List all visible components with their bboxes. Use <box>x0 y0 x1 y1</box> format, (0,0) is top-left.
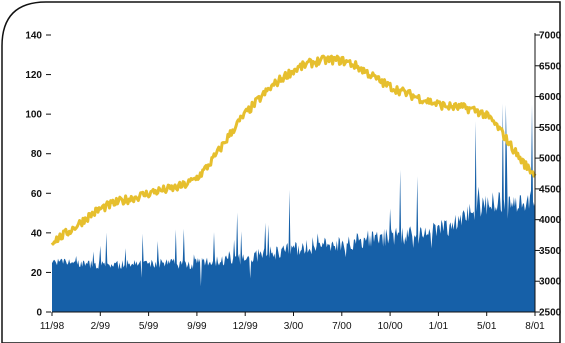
left-axis-tick-label: 80 <box>31 149 43 160</box>
right-axis-tick-label: 4500 <box>539 184 562 195</box>
x-axis-tick-label: 3/00 <box>284 321 304 332</box>
left-axis-tick-label: 60 <box>31 189 43 200</box>
left-axis-tick-label: 0 <box>36 308 42 319</box>
right-axis-tick-label: 7000 <box>539 31 562 42</box>
right-axis-tick-label: 2500 <box>539 308 562 319</box>
x-axis-tick-label: 11/98 <box>40 321 65 332</box>
right-axis-tick-label: 5500 <box>539 123 562 134</box>
x-axis-tick-label: 12/99 <box>233 321 258 332</box>
volume-area-series <box>52 103 535 312</box>
x-axis-tick-label: 10/00 <box>378 321 403 332</box>
right-axis-tick-label: 6000 <box>539 92 562 103</box>
right-y-axis: 2500 3000 3500 4000 4500 5000 5500 6000 6500 7000 <box>534 31 562 319</box>
left-axis-tick-label: 120 <box>25 70 42 81</box>
x-axis-tick-label: 9/99 <box>187 321 207 332</box>
volume-area-fill <box>52 103 535 312</box>
x-axis-tick-label: 2/99 <box>91 321 111 332</box>
left-axis-tick-label: 140 <box>25 31 42 42</box>
right-axis-tick-label: 6500 <box>539 61 562 72</box>
right-axis-tick-label: 5000 <box>539 154 562 165</box>
price-line-series <box>50 54 537 246</box>
right-axis-tick-label: 3500 <box>539 246 562 257</box>
right-axis-tick-label: 4000 <box>539 215 562 226</box>
left-axis-tick-label: 100 <box>25 110 42 121</box>
x-axis-tick-label: 5/99 <box>139 321 159 332</box>
x-axis-tick-label: 1/01 <box>429 321 449 332</box>
left-y-axis: 0 20 40 60 80 100 120 140 <box>25 31 51 319</box>
x-axis: 11/98 2/99 5/99 9/99 12/99 3/00 7/00 10/00 1/01 5… <box>40 311 545 332</box>
x-axis-tick-label: 7/00 <box>332 321 352 332</box>
left-axis-tick-label: 20 <box>31 268 43 279</box>
left-axis-tick-label: 40 <box>31 228 43 239</box>
x-axis-tick-label: 8/01 <box>525 321 545 332</box>
x-axis-tick-label: 5/01 <box>477 321 497 332</box>
right-axis-tick-label: 3000 <box>539 277 562 288</box>
price-line-path <box>50 54 537 246</box>
